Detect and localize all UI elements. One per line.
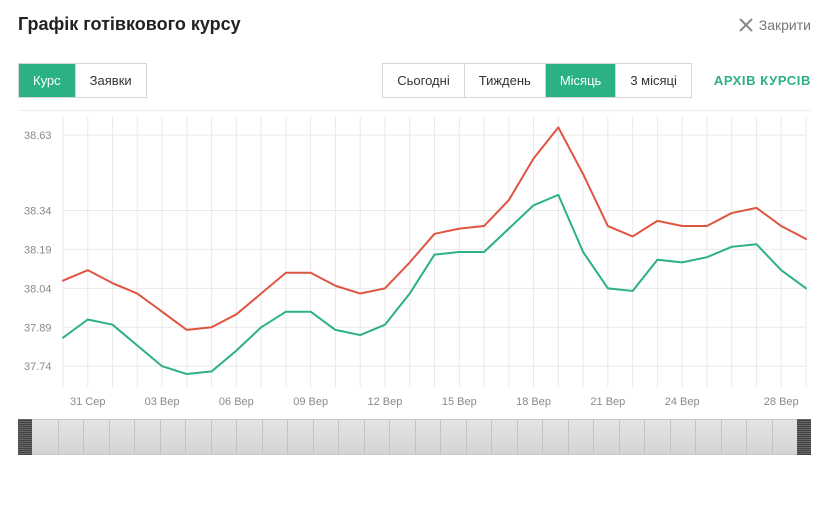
archive-link[interactable]: АРХІВ КУРСІВ (714, 73, 811, 88)
scrubber-tick (772, 420, 773, 454)
scrubber-tick (109, 420, 110, 454)
scrubber-tick (491, 420, 492, 454)
page-title: Графік готівкового курсу (18, 14, 241, 35)
period-tabs: СьогодніТижденьМісяць3 місяці (382, 63, 692, 98)
period-tab-3[interactable]: 3 місяці (616, 64, 691, 97)
scrubber-tick (593, 420, 594, 454)
scrubber-tick (313, 420, 314, 454)
chart-area: 37.74 37.89 38.04 38.19 38.34 38.63 31 Сер 03 В… (18, 110, 811, 419)
svg-text:09 Вер: 09 Вер (293, 396, 328, 408)
close-label: Закрити (759, 17, 811, 33)
svg-text:38.34: 38.34 (24, 205, 52, 217)
scrubber-tick (440, 420, 441, 454)
scrubber-tick (287, 420, 288, 454)
svg-text:28 Вер: 28 Вер (764, 396, 799, 408)
period-tab-0[interactable]: Сьогодні (383, 64, 464, 97)
scrubber-tick (670, 420, 671, 454)
scrubber-tick (134, 420, 135, 454)
scrubber-tick (619, 420, 620, 454)
scrubber-tick (83, 420, 84, 454)
scrubber-track[interactable] (32, 419, 797, 455)
svg-text:24 Вер: 24 Вер (665, 396, 700, 408)
svg-text:38.04: 38.04 (24, 283, 52, 295)
scrubber-tick (644, 420, 645, 454)
svg-text:31 Сер: 31 Сер (70, 396, 105, 408)
scrubber-tick (338, 420, 339, 454)
rate-chart: 37.74 37.89 38.04 38.19 38.34 38.63 31 Сер 03 В… (18, 111, 811, 419)
mode-tab-0[interactable]: Курс (19, 64, 76, 97)
period-tab-2[interactable]: Місяць (546, 64, 616, 97)
scrubber-tick (746, 420, 747, 454)
period-tab-1[interactable]: Тиждень (465, 64, 546, 97)
svg-text:21 Вер: 21 Вер (590, 396, 625, 408)
scrubber-handle-right[interactable] (797, 419, 811, 455)
close-icon (739, 18, 753, 32)
scrubber-tick (262, 420, 263, 454)
svg-text:37.74: 37.74 (24, 361, 52, 373)
svg-text:18 Вер: 18 Вер (516, 396, 551, 408)
svg-text:38.19: 38.19 (24, 244, 52, 256)
scrubber-tick (211, 420, 212, 454)
scrubber-tick (364, 420, 365, 454)
scrubber-tick (542, 420, 543, 454)
svg-text:06 Вер: 06 Вер (219, 396, 254, 408)
mode-tabs: КурсЗаявки (18, 63, 147, 98)
scrubber-tick (466, 420, 467, 454)
scrubber-handle-left[interactable] (18, 419, 32, 455)
scrubber-tick (415, 420, 416, 454)
svg-text:38.63: 38.63 (24, 130, 52, 142)
scrubber-tick (236, 420, 237, 454)
scrubber-tick (517, 420, 518, 454)
svg-text:12 Вер: 12 Вер (368, 396, 403, 408)
scrubber-tick (160, 420, 161, 454)
scrubber-tick (695, 420, 696, 454)
scrubber-tick (389, 420, 390, 454)
mode-tab-1[interactable]: Заявки (76, 64, 146, 97)
svg-text:15 Вер: 15 Вер (442, 396, 477, 408)
svg-text:03 Вер: 03 Вер (145, 396, 180, 408)
svg-text:37.89: 37.89 (24, 322, 52, 334)
close-button[interactable]: Закрити (739, 17, 811, 33)
time-scrubber[interactable] (18, 419, 811, 455)
scrubber-tick (721, 420, 722, 454)
scrubber-tick (568, 420, 569, 454)
scrubber-tick (185, 420, 186, 454)
scrubber-tick (58, 420, 59, 454)
